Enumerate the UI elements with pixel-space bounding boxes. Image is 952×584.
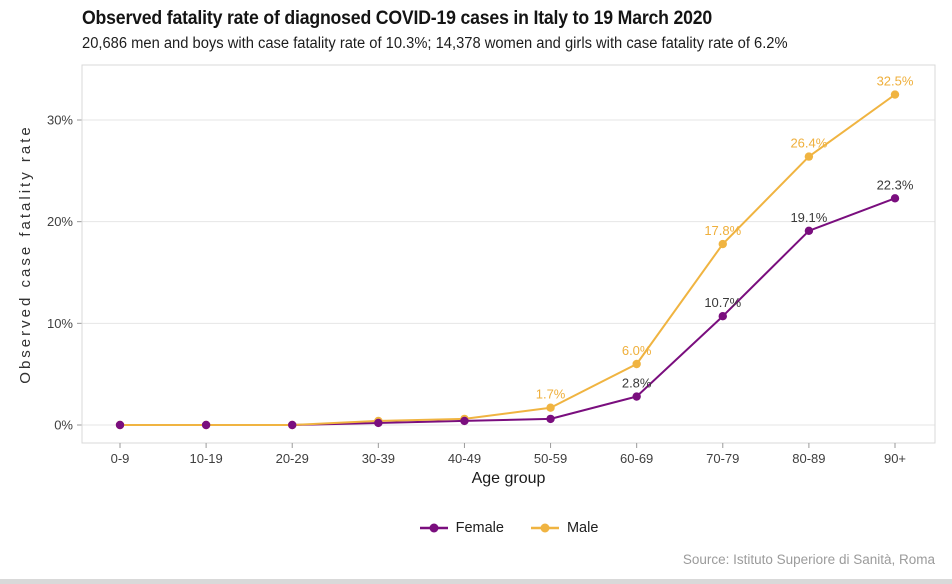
svg-text:90+: 90+: [884, 451, 906, 466]
svg-text:Observed case fatality rate: Observed case fatality rate: [17, 124, 34, 383]
svg-text:19.1%: 19.1%: [790, 210, 827, 225]
svg-text:0%: 0%: [54, 418, 73, 433]
svg-text:10.7%: 10.7%: [704, 295, 741, 310]
svg-text:20-29: 20-29: [276, 451, 309, 466]
svg-text:17.8%: 17.8%: [704, 223, 741, 238]
legend-item-female: Female: [419, 520, 504, 536]
svg-text:30-39: 30-39: [362, 451, 395, 466]
svg-text:22.3%: 22.3%: [877, 177, 914, 192]
legend-label-female: Female: [455, 520, 504, 536]
chart-title: Observed fatality rate of diagnosed COVI…: [82, 8, 713, 29]
female-series-marker-icon: [419, 523, 448, 533]
svg-text:30%: 30%: [47, 112, 73, 127]
svg-text:60-69: 60-69: [620, 451, 653, 466]
svg-text:Age group: Age group: [472, 470, 546, 487]
svg-text:10-19: 10-19: [189, 451, 222, 466]
svg-text:50-59: 50-59: [534, 451, 567, 466]
svg-text:1.7%: 1.7%: [536, 387, 566, 402]
svg-text:20%: 20%: [47, 214, 73, 229]
svg-text:32.5%: 32.5%: [877, 74, 914, 89]
svg-text:70-79: 70-79: [706, 451, 739, 466]
bottom-edge-divider: [0, 579, 952, 584]
svg-text:40-49: 40-49: [448, 451, 481, 466]
svg-text:26.4%: 26.4%: [790, 136, 827, 151]
legend-label-male: Male: [566, 520, 599, 536]
svg-text:2.8%: 2.8%: [622, 376, 652, 391]
legend-item-male: Male: [530, 520, 598, 536]
source-attribution: Source: Istituto Superiore di Sanità, Ro…: [682, 552, 935, 567]
male-series-marker-icon: [530, 523, 559, 533]
chart-subtitle: 20,686 men and boys with case fatality r…: [82, 35, 788, 52]
svg-text:0-9: 0-9: [111, 451, 130, 466]
svg-text:6.0%: 6.0%: [622, 343, 652, 358]
legend: Female Male: [82, 517, 935, 539]
svg-text:80-89: 80-89: [792, 451, 825, 466]
svg-text:10%: 10%: [47, 316, 73, 331]
